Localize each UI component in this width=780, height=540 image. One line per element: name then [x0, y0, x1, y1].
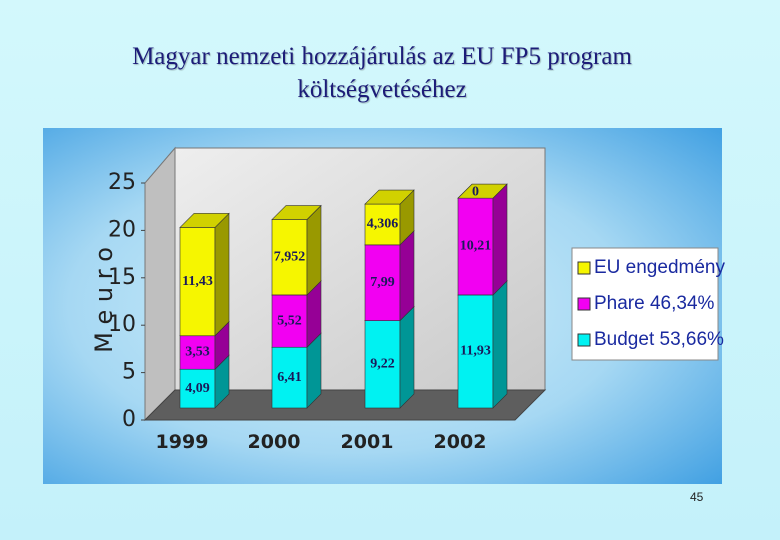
bar-face — [364, 203, 401, 246]
x-tick-label: 2000 — [248, 431, 301, 453]
slide-number: 45 — [690, 490, 704, 504]
legend-label: EU engedmény — [594, 257, 725, 278]
legend — [571, 247, 719, 361]
side-wall — [144, 146, 176, 422]
bar-face — [399, 305, 415, 409]
bar-face — [364, 320, 401, 409]
bar-face — [364, 189, 415, 205]
value-label: 7,952 — [274, 249, 306, 264]
value-label: 0 — [472, 184, 479, 199]
bar-segment — [179, 212, 230, 337]
legend-label: Phare 46,34% — [594, 293, 715, 314]
bar-segment — [364, 189, 415, 246]
y-axis-label: M e u r o — [90, 247, 118, 353]
x-tick-label: 2002 — [434, 431, 487, 453]
bar-segment — [271, 204, 322, 296]
bar-face — [271, 346, 308, 409]
bar-face — [306, 204, 322, 296]
y-tick-label: 0 — [122, 407, 136, 432]
bar-segment — [457, 280, 508, 409]
value-label: 7,99 — [370, 275, 395, 290]
bar-face — [399, 230, 415, 322]
bar-face — [457, 294, 494, 409]
value-label: 6,41 — [277, 370, 302, 385]
legend-swatch — [577, 333, 591, 347]
value-label: 11,43 — [182, 274, 213, 289]
y-tick-label: 15 — [108, 265, 136, 290]
bar-face — [492, 280, 508, 409]
bar-face — [492, 183, 508, 296]
value-label: 10,21 — [460, 239, 492, 254]
bar-segment — [457, 183, 508, 199]
bar-face — [364, 244, 401, 321]
value-label: 11,93 — [460, 344, 491, 359]
y-tick-label: 10 — [108, 312, 136, 337]
x-tick-label: 1999 — [156, 431, 209, 453]
y-tick-label: 20 — [108, 217, 136, 242]
bar-face — [271, 205, 322, 220]
value-label: 4,306 — [367, 217, 399, 232]
legend-swatch — [577, 297, 591, 311]
value-label: 4,09 — [185, 381, 210, 396]
bar-face — [179, 213, 230, 228]
bar-face — [179, 227, 216, 337]
floor — [143, 389, 547, 421]
value-label: 3,53 — [185, 345, 210, 360]
y-tick-label: 5 — [122, 360, 136, 385]
bar-face — [457, 183, 508, 199]
x-tick-label: 2001 — [341, 431, 394, 453]
y-tick-label: 25 — [108, 170, 136, 195]
value-label: 5,52 — [277, 313, 302, 328]
legend-label: Budget 53,66% — [594, 329, 724, 350]
slide-title: Magyar nemzeti hozzájárulás az EU FP5 pr… — [132, 43, 632, 103]
value-label: 9,22 — [370, 357, 395, 372]
legend-swatch — [577, 261, 591, 275]
bar-face — [214, 212, 230, 337]
